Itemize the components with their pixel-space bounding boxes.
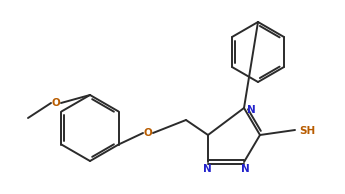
Text: SH: SH xyxy=(299,126,315,136)
Text: O: O xyxy=(144,128,152,138)
Text: N: N xyxy=(247,105,255,115)
Text: N: N xyxy=(203,164,211,174)
Text: O: O xyxy=(52,98,60,108)
Text: N: N xyxy=(240,164,249,174)
